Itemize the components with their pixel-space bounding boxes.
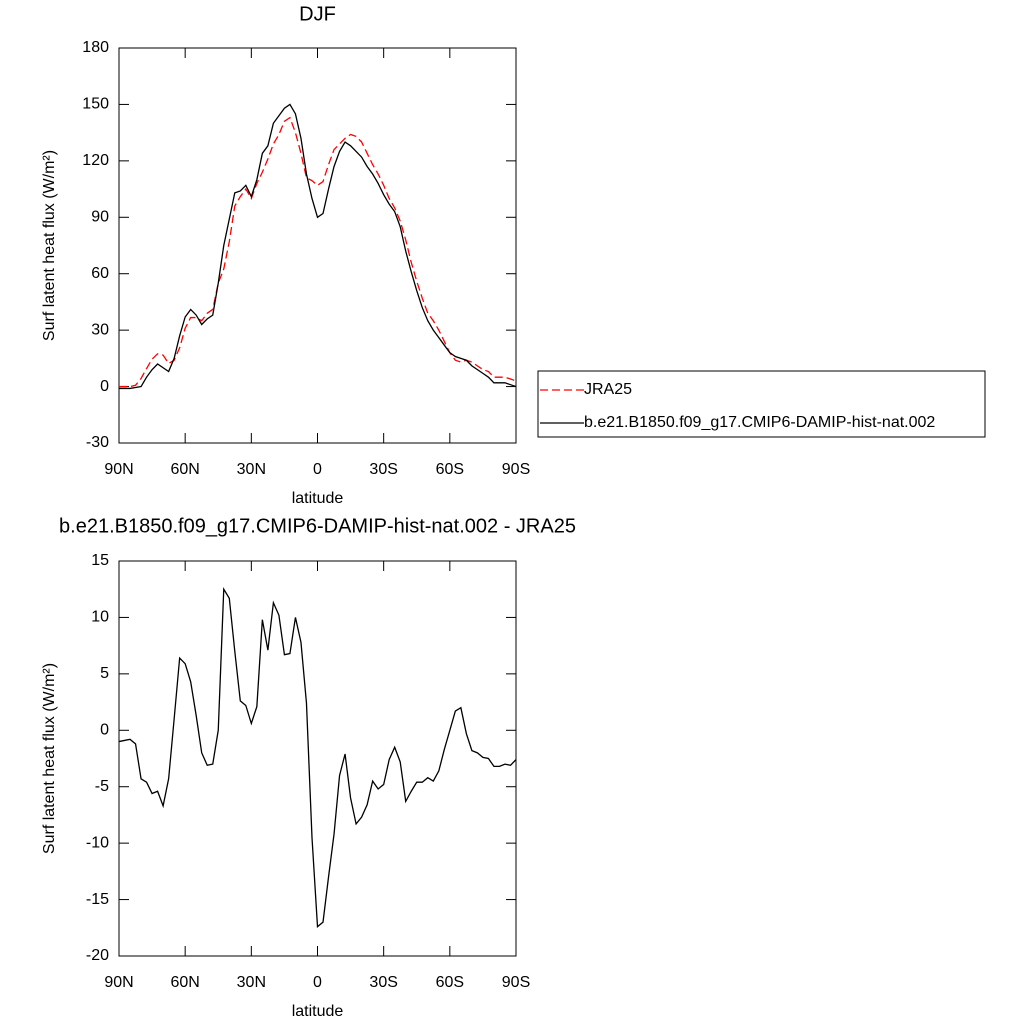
y-tick-label: 150 [82, 96, 109, 113]
y-tick-label: 120 [82, 152, 109, 169]
y-tick-label: 90 [91, 209, 109, 226]
x-tick-label: 90S [502, 974, 530, 991]
x-tick-label: 0 [313, 461, 322, 478]
x-tick-label: 90N [104, 461, 133, 478]
y-tick-label: 180 [82, 39, 109, 56]
y-tick-label: 10 [91, 609, 109, 626]
plot-frame [118, 47, 517, 444]
x-tick-label: 0 [313, 974, 322, 991]
y-tick-label: 30 [91, 321, 109, 338]
plot-frame [118, 560, 517, 957]
y-tick-label: 0 [100, 378, 109, 395]
x-axis-label: latitude [292, 490, 344, 507]
y-tick-label: -15 [86, 891, 109, 908]
x-tick-label: 60N [170, 461, 199, 478]
y-tick-label: 0 [100, 722, 109, 739]
x-tick-label: 30S [369, 974, 397, 991]
y-tick-label: -5 [95, 778, 109, 795]
y-tick-label: 5 [100, 665, 109, 682]
data-line [118, 587, 517, 928]
y-tick-label: -30 [86, 434, 109, 451]
data-line [119, 116, 517, 388]
legend-label: b.e21.B1850.f09_g17.CMIP6-DAMIP-hist-nat… [584, 414, 935, 431]
x-tick-label: 60N [170, 974, 199, 991]
y-axis-label: Surf latent heat flux (W/m²) [41, 150, 58, 341]
x-tick-label: 60S [436, 461, 464, 478]
chart-title: b.e21.B1850.f09_g17.CMIP6-DAMIP-hist-nat… [59, 515, 576, 537]
data-line [119, 103, 517, 390]
legend-box [537, 370, 986, 438]
x-tick-label: 30S [369, 461, 397, 478]
y-tick-label: 60 [91, 265, 109, 282]
x-tick-label: 90S [502, 461, 530, 478]
y-tick-label: -10 [86, 834, 109, 851]
y-axis-label: Surf latent heat flux (W/m²) [41, 663, 58, 854]
y-tick-label: -20 [86, 947, 109, 964]
x-tick-label: 60S [436, 974, 464, 991]
chart-title: DJF [299, 3, 336, 25]
x-tick-label: 30N [237, 974, 266, 991]
y-tick-label: 15 [91, 552, 109, 569]
x-axis-label: latitude [292, 1003, 344, 1020]
legend-label: JRA25 [584, 381, 632, 398]
x-tick-label: 30N [237, 461, 266, 478]
x-tick-label: 90N [104, 974, 133, 991]
